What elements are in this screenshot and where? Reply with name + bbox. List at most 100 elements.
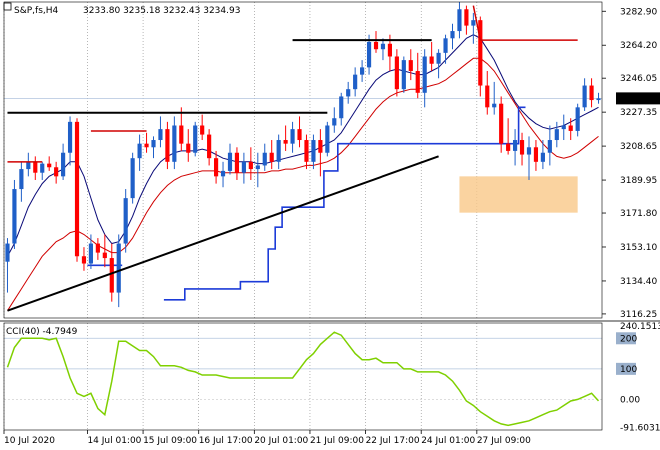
candle-body [137,143,142,159]
candle [283,125,288,151]
candle [47,156,52,171]
candle-body [485,85,490,108]
candle-body [492,103,497,108]
candle [471,12,476,44]
candle [457,2,462,39]
candle [561,114,566,141]
candle [499,96,504,153]
candle-body [102,252,107,259]
price-tick-label: 3282.90 [620,7,657,17]
candle [366,34,372,75]
time-tick-label: 22 Jul 17:00 [366,436,420,446]
candle-body [533,147,539,162]
cci-tick-label: 240.1513 [620,322,660,332]
candle-body [408,60,413,72]
candle [137,134,142,171]
candle-body [561,125,566,130]
candle-body [589,85,594,101]
candle [158,116,163,148]
candle-body [304,140,309,162]
candle-body [547,140,552,153]
candle-body [179,125,184,144]
last-price-box [616,92,660,105]
candle [26,152,31,177]
cci-header: CCI(40) -4.7949 [6,327,78,337]
candle-body [207,134,212,159]
red-resistance-connector [472,5,482,41]
price-tick-label: 3208.65 [620,142,657,152]
price-tick-label: 3134.40 [620,277,657,287]
candle-body [123,198,128,244]
candle [346,81,351,104]
candle-body [26,161,31,170]
candle [429,41,434,72]
candle [255,152,260,188]
candle [478,16,483,97]
last-price-label: 3234.93 [618,95,655,105]
candle [394,49,399,97]
candle [575,103,580,137]
candle [360,60,365,82]
candle [554,121,559,148]
candle-body [318,140,323,153]
time-tick-label: 24 Jul 01:00 [421,436,475,446]
candle-body [554,129,559,141]
candle [519,132,525,166]
candle-body [346,89,351,97]
candle [526,136,532,180]
cci-tick-label: 0.00 [620,395,640,405]
candle [33,156,38,180]
candle-body [241,161,246,173]
candle [450,23,455,50]
support-zone-layer [459,176,578,213]
candle [596,92,601,104]
candle-body [158,129,163,141]
candle-body [33,161,38,173]
candle [464,5,469,35]
trend-line-layer [7,5,578,312]
candle-body [540,152,545,162]
candle [213,150,219,184]
candle-body [526,147,532,155]
price-tick-label: 3246.05 [620,74,657,84]
price-tick-label: 3116.25 [620,310,657,320]
candle [12,179,17,249]
candle [19,161,24,202]
candle-body [506,143,511,151]
candle-body [422,56,427,93]
candle [582,78,587,111]
candle-body [325,125,330,153]
candle [492,81,497,115]
candle-body [366,41,372,68]
candle-body [464,9,469,26]
candle [589,78,594,108]
candle-body [74,121,80,257]
candle [262,143,267,171]
candle [276,134,281,170]
candle-body [61,152,66,177]
candle-body [387,43,393,57]
ma-slow-line [7,57,599,311]
time-tick-label: 14 Jul 01:00 [87,436,141,446]
candle-body [297,129,302,141]
candle-body [283,140,288,144]
candle [67,116,73,166]
candle [380,38,386,61]
candle-body [512,140,518,151]
candle-layer [5,2,601,308]
candle [172,116,177,170]
time-axis: 10 Jul 2020 14 Jul 01:00 15 Jul 09:00 16 Ju… [3,430,531,446]
cci-panel: 240.1513 200 100 0.00 -91.6031 [4,322,660,433]
candle-body [339,96,344,119]
candle [40,161,45,180]
candle [165,121,170,170]
candle [241,152,246,184]
candle [339,92,344,126]
time-tick-label: 10 Jul 2020 [4,436,55,446]
candle-body [450,31,455,39]
candle [485,71,490,115]
candle-body [47,163,52,168]
last-price-marker: 3234.93 [616,92,660,105]
candle [568,118,573,141]
candle-body [109,258,114,293]
